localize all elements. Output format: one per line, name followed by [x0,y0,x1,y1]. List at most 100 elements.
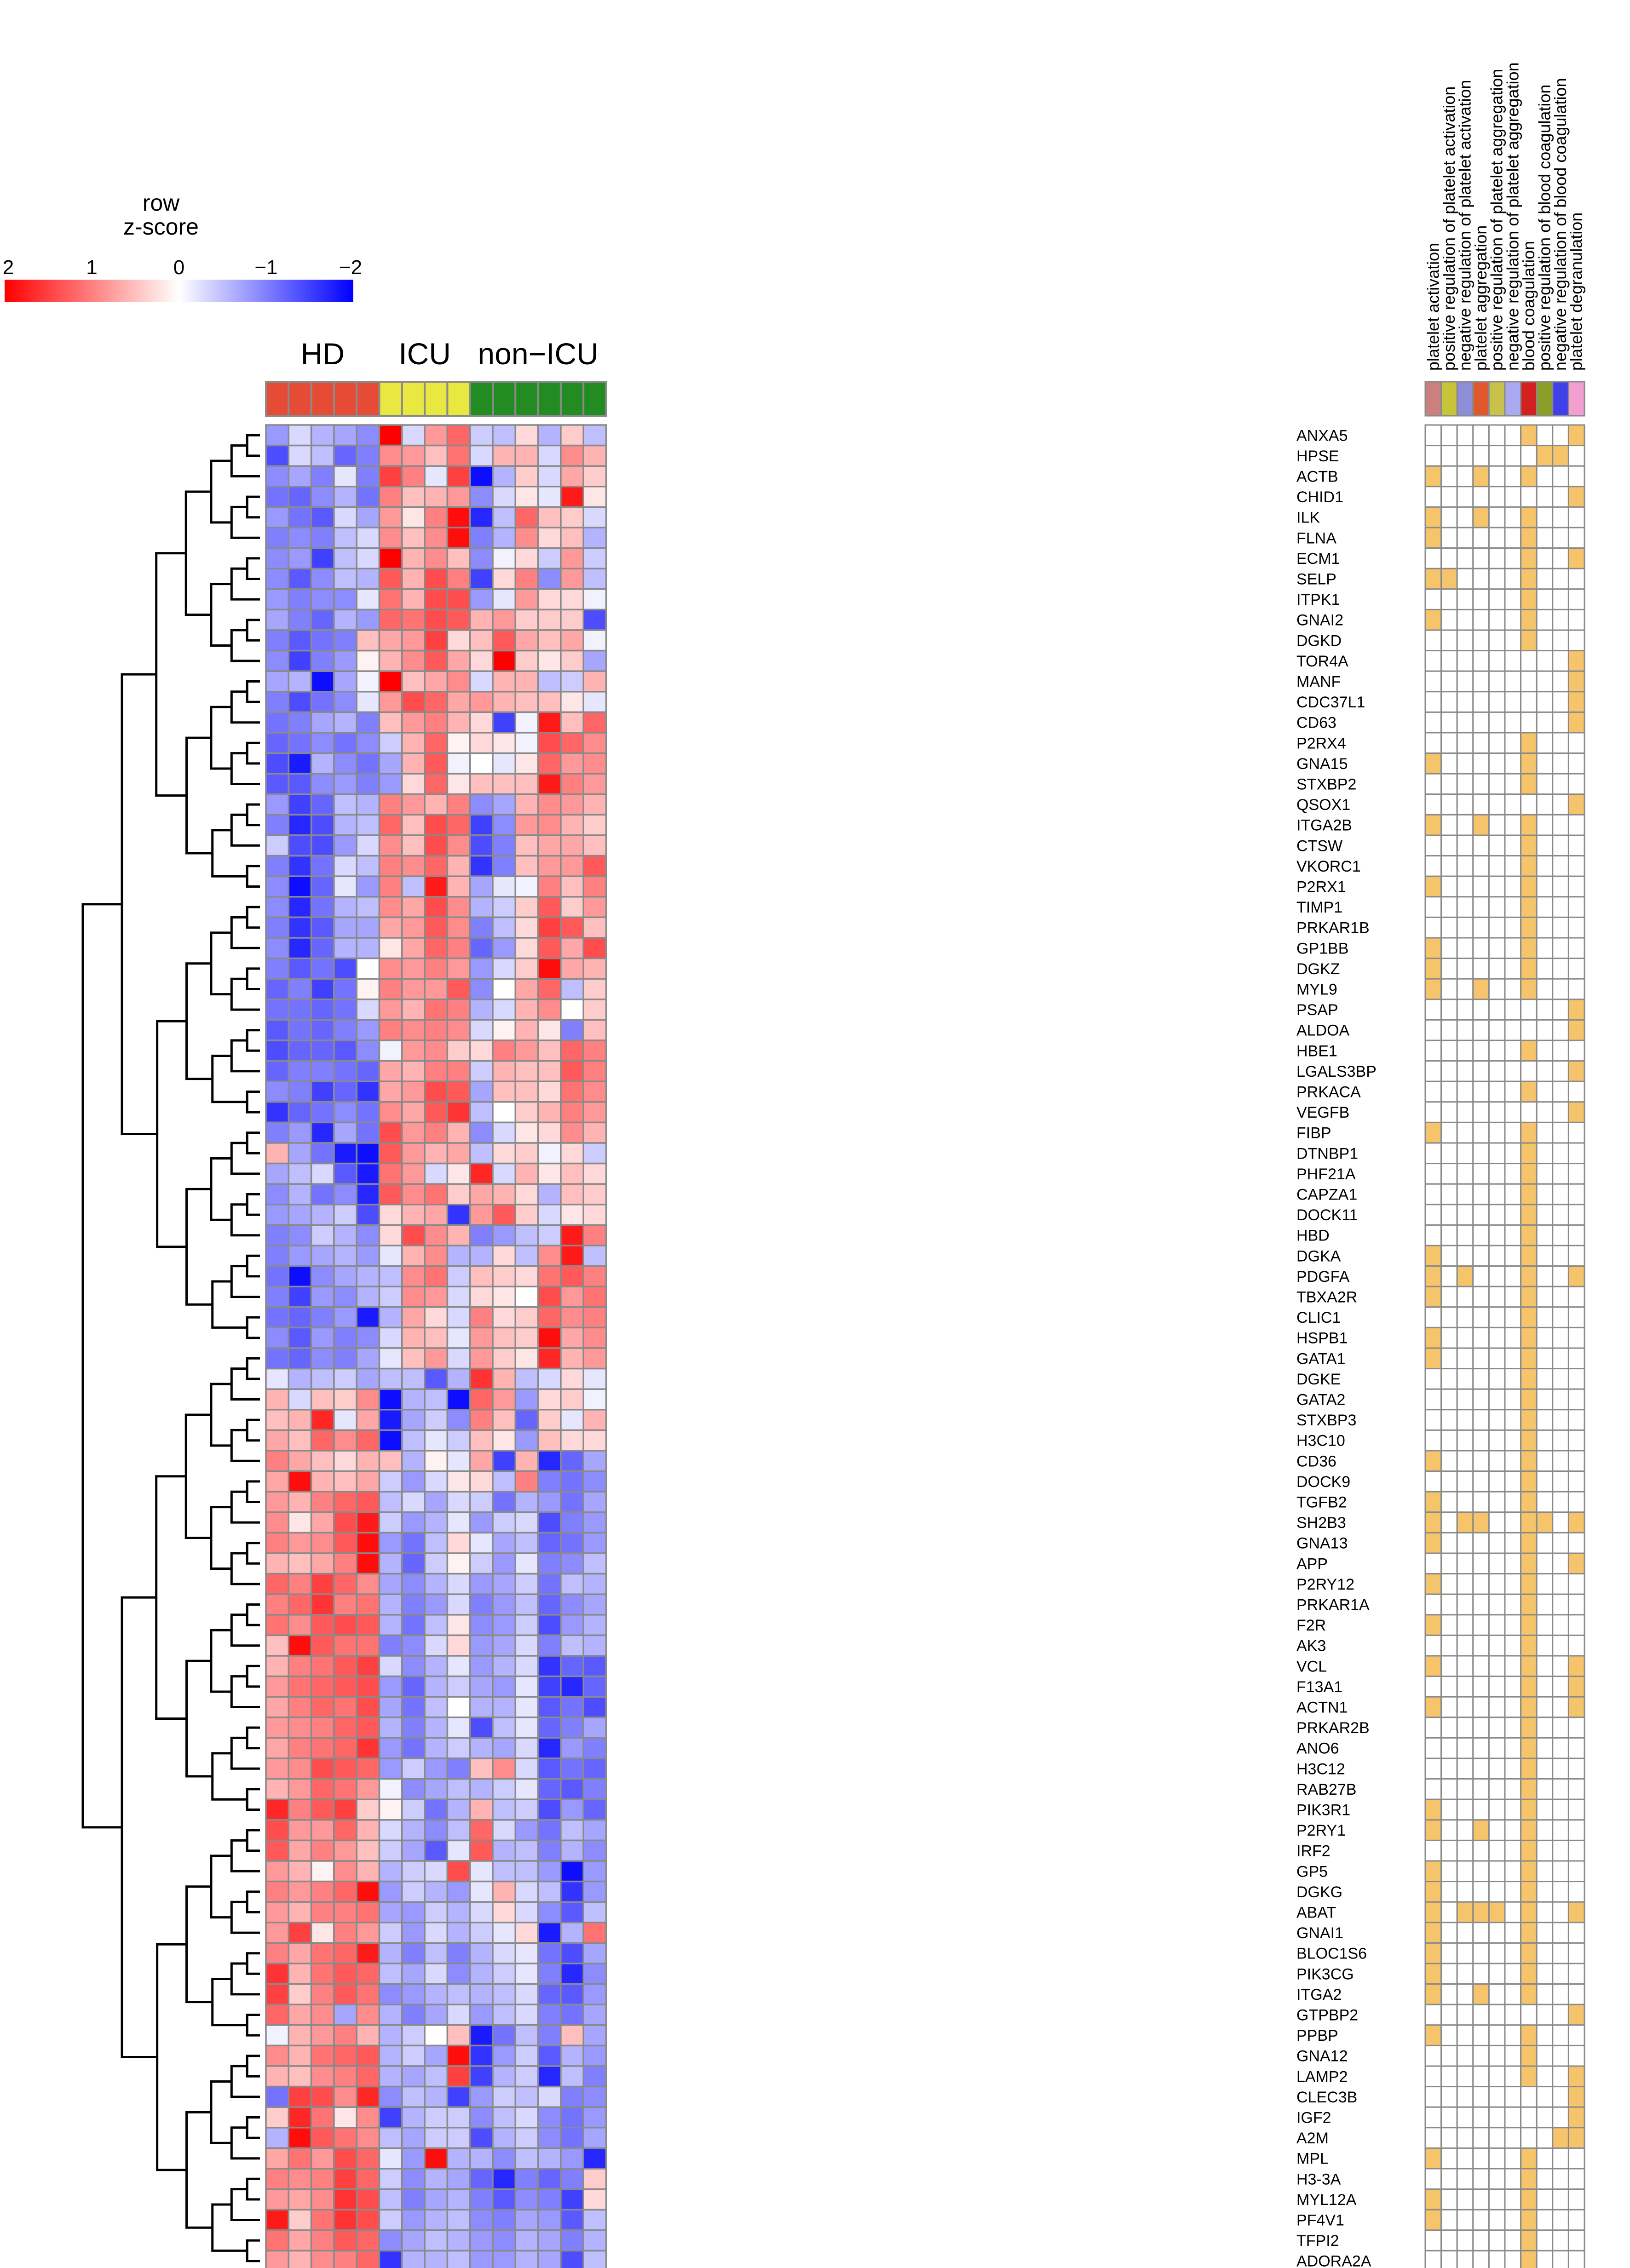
heatmap-cell [424,834,449,857]
go-membership-cell [1520,1655,1538,1677]
heatmap-cell [424,1367,449,1390]
heatmap-cell [492,1388,517,1411]
heatmap-cell [560,1860,584,1883]
go-membership-cell [1472,937,1490,959]
heatmap-cell [492,1101,517,1124]
go-membership-cell [1552,1819,1569,1841]
heatmap-cell [537,1429,562,1452]
heatmap-cell [560,1388,584,1411]
heatmap-cell [537,1245,562,1267]
heatmap-cell [401,2024,426,2047]
go-membership-cell [1456,814,1474,836]
heatmap-cell [492,1245,517,1267]
heatmap-cell [424,2127,449,2149]
heatmap-cell [310,1737,335,1759]
go-membership-cell [1424,2004,1442,2026]
go-membership-cell [1552,999,1569,1021]
go-category-color-cell [1440,381,1458,417]
go-membership-cell [1424,1511,1442,1533]
heatmap-cell [356,1880,380,1903]
go-membership-cell [1536,1881,1554,1903]
heatmap-cell [310,855,335,877]
go-membership-cell [1520,1839,1538,1862]
heatmap-cell [356,711,380,734]
heatmap-cell [310,2147,335,2170]
heatmap-cell [356,444,380,467]
heatmap-cell [446,1265,471,1287]
heatmap-cell [378,1860,403,1883]
go-membership-cell [1456,1511,1474,1533]
heatmap-cell [310,999,335,1021]
heatmap-cell [401,1326,426,1349]
go-membership-cell [1567,2004,1585,2026]
go-membership-cell [1424,2086,1442,2108]
gene-label: P2RY1 [1296,1822,1346,1839]
go-membership-cell [1536,1655,1554,1677]
heatmap-cell [265,896,290,919]
go-membership-cell [1520,1163,1538,1185]
heatmap-cell [310,1778,335,1800]
heatmap-cell [514,978,539,1000]
go-membership-cell [1456,2168,1474,2190]
go-membership-cell [1488,1388,1506,1411]
go-membership-cell [1456,1163,1474,1185]
heatmap-cell [265,527,290,549]
go-membership-cell [1440,1388,1458,1411]
heatmap-cell [401,896,426,919]
go-membership-cell [1520,1306,1538,1328]
heatmap-cell [356,732,380,754]
go-membership-cell [1472,1942,1490,1964]
heatmap-cell [310,465,335,488]
heatmap-cell [356,506,380,528]
gene-label: CAPZA1 [1296,1186,1357,1204]
heatmap-cell [469,588,494,611]
go-membership-cell [1520,2024,1538,2046]
dendrogram-branch [185,1188,213,1306]
go-membership-cell [1504,1388,1522,1411]
heatmap-cell [333,2106,357,2129]
dendrogram-branch [210,459,232,524]
go-membership-cell [1536,978,1554,1000]
heatmap-cell [288,937,312,959]
go-membership-cell [1424,1963,1442,1985]
heatmap-cell [514,2250,539,2268]
gene-label: PIK3CG [1296,1965,1354,1983]
heatmap-cell [378,1942,403,1964]
dendrogram-branch [246,495,260,519]
heatmap-cell [582,1121,607,1144]
go-membership-cell [1552,1634,1569,1657]
go-membership-cell [1504,1429,1522,1452]
heatmap-cell [378,1573,403,1595]
gene-label: ITPK1 [1296,591,1340,609]
heatmap-cell [492,752,517,775]
heatmap-cell [401,506,426,528]
heatmap-cell [537,2004,562,2026]
gene-label: TFPI2 [1296,2232,1339,2250]
go-membership-cell [1504,486,1522,508]
dendrogram-branch [155,1475,187,1720]
go-membership-cell [1472,424,1490,447]
heatmap-cell [378,1019,403,1041]
go-membership-cell [1520,1347,1538,1370]
go-membership-cell [1472,1265,1490,1287]
go-membership-cell [1440,875,1458,898]
heatmap-cell [446,1922,471,1944]
heatmap-cell [310,2209,335,2231]
go-membership-cell [1488,2188,1506,2211]
go-membership-cell [1567,732,1585,754]
heatmap-cell [537,1183,562,1206]
go-membership-cell [1504,1368,1522,1390]
go-membership-cell [1472,1163,1490,1185]
heatmap-cell [492,1470,517,1493]
go-membership-cell [1456,1368,1474,1390]
heatmap-cell [514,1245,539,1267]
go-membership-cell [1567,937,1585,959]
go-membership-cell [1440,2065,1458,2088]
go-membership-cell [1552,1368,1569,1390]
heatmap-cell [582,793,607,816]
go-membership-cell [1472,609,1490,631]
go-membership-cell [1520,732,1538,754]
gene-label: GNA15 [1296,755,1348,773]
heatmap-cell [265,2229,290,2252]
heatmap-cell [469,1737,494,1759]
